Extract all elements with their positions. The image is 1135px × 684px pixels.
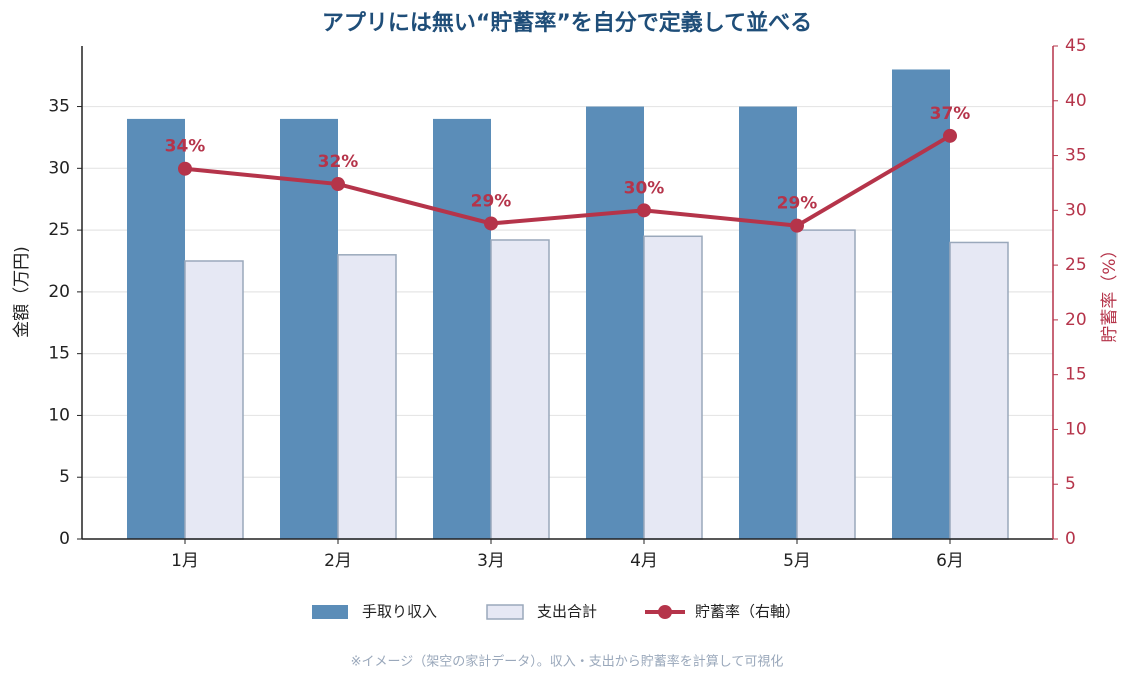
- bar: [643, 235, 703, 540]
- bar: [184, 260, 244, 540]
- bar: [127, 118, 185, 539]
- marker: [637, 203, 651, 218]
- y-tick-label: 25: [48, 220, 70, 240]
- x-tick-label: 3月: [477, 551, 505, 571]
- marker: [943, 128, 957, 143]
- legend-marker: [658, 605, 672, 619]
- y-tick-label: 30: [48, 158, 70, 178]
- y2-tick-label: 25: [1065, 255, 1087, 275]
- x-tick-label: 4月: [630, 551, 658, 571]
- value-label: 30%: [624, 178, 665, 198]
- y2-tick-label: 30: [1065, 200, 1087, 220]
- chart-title: アプリには無い“貯蓄率”を自分で定義して並べる: [322, 10, 812, 36]
- y2-tick-label: 35: [1065, 146, 1087, 166]
- y2-tick-label: 40: [1065, 91, 1087, 111]
- x-tick-label: 6月: [936, 551, 964, 571]
- legend-label: 支出合計: [537, 603, 597, 621]
- y-tick-label: 5: [59, 467, 70, 487]
- y-tick-label: 20: [48, 282, 70, 302]
- bar: [433, 118, 491, 539]
- value-label: 29%: [777, 194, 818, 214]
- value-label: 37%: [930, 104, 971, 124]
- bar: [892, 69, 950, 539]
- marker: [790, 218, 804, 233]
- footnote: ※イメージ（架空の家計データ）。収入・支出から貯蓄率を計算して可視化: [351, 654, 784, 670]
- y2-tick-label: 45: [1065, 36, 1087, 56]
- x-tick-label: 2月: [324, 551, 352, 571]
- marker: [484, 216, 498, 231]
- legend-swatch: [312, 605, 348, 619]
- bar: [337, 254, 397, 540]
- y-tick-label: 15: [48, 344, 70, 364]
- bar: [280, 118, 338, 539]
- y2-axis-label: 貯蓄率（%）: [1100, 241, 1120, 342]
- marker: [178, 161, 192, 176]
- line: [184, 134, 952, 228]
- y-tick-label: 0: [59, 529, 70, 549]
- value-label: 32%: [318, 152, 359, 172]
- marker: [331, 177, 345, 192]
- bar: [796, 229, 856, 540]
- y-tick-label: 35: [48, 97, 70, 117]
- legend-swatch: [486, 604, 524, 620]
- x-tick-label: 5月: [783, 551, 811, 571]
- y-tick-label: 10: [48, 405, 70, 425]
- x-tick-label: 1月: [171, 551, 199, 571]
- y2-tick-label: 10: [1065, 419, 1087, 439]
- y2-tick-label: 0: [1065, 529, 1076, 549]
- y2-tick-label: 5: [1065, 474, 1076, 494]
- bar: [739, 106, 797, 540]
- bar: [586, 106, 644, 540]
- value-label: 34%: [165, 137, 206, 157]
- y2-tick-label: 20: [1065, 310, 1087, 330]
- value-label: 29%: [471, 191, 512, 211]
- legend-label: 手取り収入: [362, 603, 437, 621]
- bar: [949, 241, 1009, 540]
- legend-label: 貯蓄率（右軸）: [695, 603, 800, 621]
- y-axis-label: 金額（万円): [12, 246, 32, 338]
- bar: [490, 239, 550, 540]
- y2-tick-label: 15: [1065, 365, 1087, 385]
